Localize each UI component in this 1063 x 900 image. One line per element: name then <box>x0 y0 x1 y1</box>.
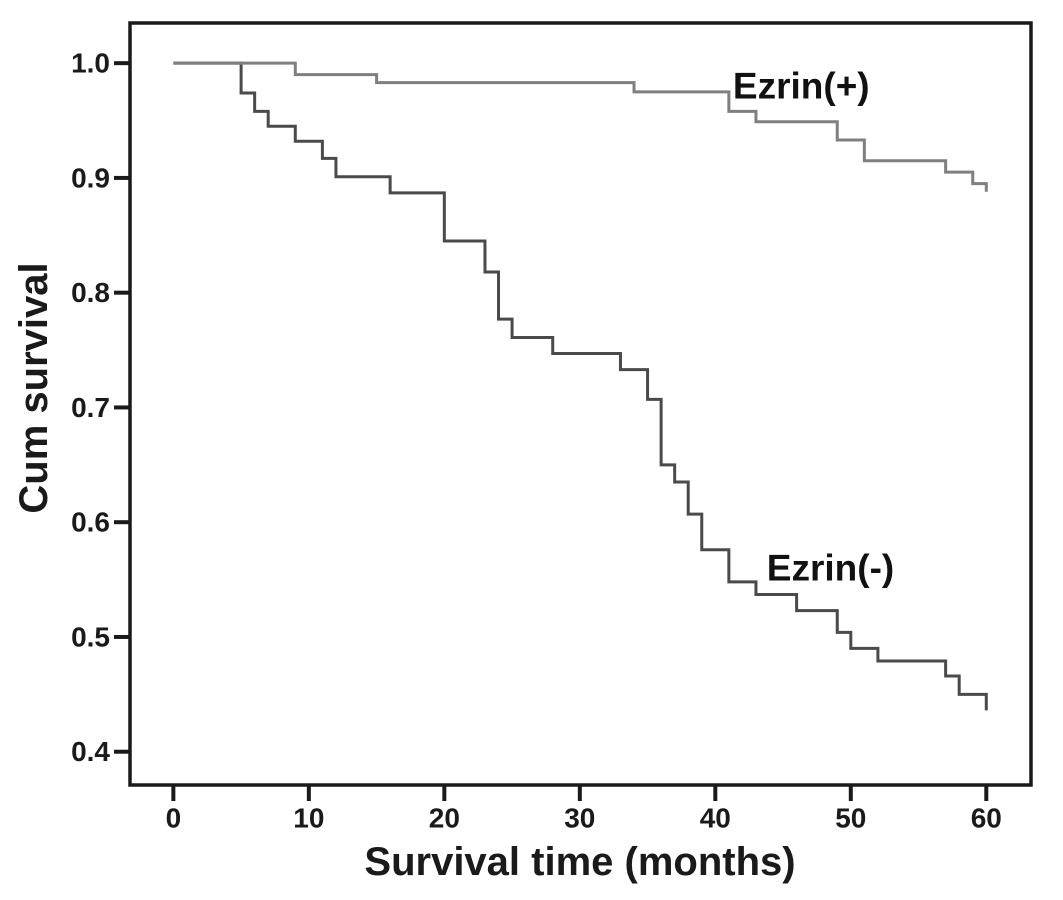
x-tick-label: 20 <box>429 803 460 834</box>
curve-label-ezrin-plus: Ezrin(+) <box>733 66 870 107</box>
y-tick-label: 0.8 <box>71 277 110 308</box>
y-tick-label: 0.9 <box>71 162 110 193</box>
x-tick-label: 30 <box>564 803 595 834</box>
survival-curve-ezrin-minus <box>173 61 988 711</box>
plot-frame-rect <box>128 21 1033 787</box>
curve-label-ezrin-minus: Ezrin(-) <box>767 548 894 589</box>
x-tick-label: 50 <box>835 803 866 834</box>
y-tick-label: 0.5 <box>71 621 110 652</box>
x-tick-label: 10 <box>293 803 324 834</box>
axis-ticks <box>114 61 989 801</box>
y-tick-label: 0.4 <box>71 736 110 767</box>
survival-curve-ezrin-plus <box>173 61 988 192</box>
y-tick-label: 0.6 <box>71 507 110 538</box>
y-tick-label: 1.0 <box>71 48 110 79</box>
y-tick-label: 0.7 <box>71 392 110 423</box>
y-axis-title: Cum survival <box>12 262 56 513</box>
x-tick-label: 40 <box>700 803 731 834</box>
x-tick-label: 60 <box>971 803 1002 834</box>
curve-labels: Ezrin(+) Ezrin(-) <box>733 66 894 589</box>
plot-frame <box>128 21 1033 787</box>
axis-tick-labels: 0 10 20 30 40 50 60 1.0 0.9 0.8 0.7 0.6 0.5 0.4 <box>71 48 1002 834</box>
x-tick-label: 0 <box>166 803 182 834</box>
x-axis-title: Survival time (months) <box>364 840 795 884</box>
survival-curves <box>173 61 988 711</box>
